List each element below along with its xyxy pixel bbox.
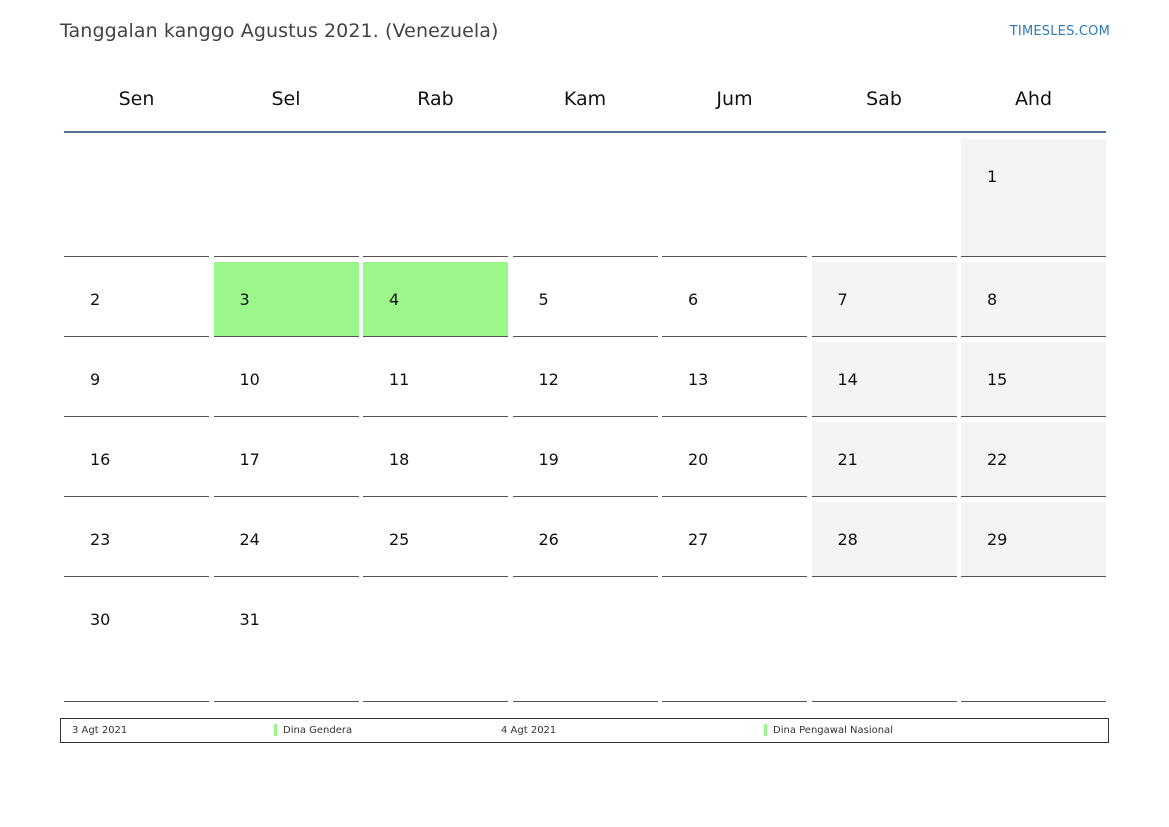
day-number: 22: [987, 450, 1008, 469]
day-cell[interactable]: 16: [64, 422, 209, 497]
day-cell[interactable]: 10: [213, 342, 359, 417]
empty-day-cell: [213, 139, 359, 257]
day-cell[interactable]: 15: [961, 342, 1106, 417]
empty-day-cell: [512, 139, 658, 257]
legend-name-1: Dina Gendera: [283, 725, 353, 736]
day-cell[interactable]: 6: [662, 262, 807, 337]
day-number: 6: [688, 290, 699, 309]
weekday-header: Rab: [417, 88, 454, 110]
day-cell[interactable]: 29: [961, 502, 1106, 577]
page-title: Tanggalan kanggo Agustus 2021. (Venezuel…: [60, 20, 499, 42]
day-number: 1: [987, 167, 998, 186]
empty-day-cell: [512, 582, 658, 702]
day-number: 18: [389, 450, 410, 469]
day-number: 4: [389, 290, 400, 309]
legend-date-1: 3 Agt 2021: [72, 725, 128, 736]
day-cell[interactable]: 21: [811, 422, 957, 497]
day-cell[interactable]: 27: [662, 502, 807, 577]
weekday-header: Sab: [866, 88, 902, 110]
legend-name-2: Dina Pengawal Nasional: [773, 725, 893, 736]
day-cell[interactable]: 12: [512, 342, 658, 417]
day-cell[interactable]: 2: [64, 262, 209, 337]
day-number: 15: [987, 370, 1008, 389]
day-cell[interactable]: 9: [64, 342, 209, 417]
day-cell[interactable]: 31: [213, 582, 359, 702]
day-cell[interactable]: 22: [961, 422, 1106, 497]
day-number: 7: [837, 290, 848, 309]
day-cell[interactable]: 13: [662, 342, 807, 417]
day-cell[interactable]: 28: [811, 502, 957, 577]
day-cell[interactable]: 4: [363, 262, 508, 337]
day-number: 25: [389, 530, 410, 549]
day-cell[interactable]: 8: [961, 262, 1106, 337]
day-number: 28: [837, 530, 858, 549]
empty-day-cell: [662, 582, 807, 702]
weekday-header: Jum: [716, 88, 753, 110]
brand-link[interactable]: TIMESLES.COM: [1009, 24, 1110, 39]
day-cell[interactable]: 20: [662, 422, 807, 497]
empty-day-cell: [662, 139, 807, 257]
day-number: 21: [837, 450, 858, 469]
empty-day-cell: [64, 139, 209, 257]
day-number: 23: [90, 530, 111, 549]
calendar-grid: Sen Sel Rab Kam Jum Sab Ahd 1 2 3 4 5 6 7 8 9 10 11 12 13 14…: [64, 66, 1106, 702]
day-number: 29: [987, 530, 1008, 549]
day-cell[interactable]: 30: [64, 582, 209, 702]
header-divider: [64, 131, 1106, 133]
day-number: 31: [239, 610, 260, 629]
day-number: 20: [688, 450, 709, 469]
empty-day-cell: [363, 139, 508, 257]
day-number: 14: [837, 370, 858, 389]
weekday-header: Sen: [118, 88, 155, 110]
day-number: 17: [239, 450, 260, 469]
day-cell[interactable]: 11: [363, 342, 508, 417]
day-cell[interactable]: 3: [213, 262, 359, 337]
day-cell[interactable]: 5: [512, 262, 658, 337]
day-number: 19: [538, 450, 559, 469]
day-number: 13: [688, 370, 709, 389]
day-number: 30: [90, 610, 111, 629]
day-number: 5: [538, 290, 549, 309]
weekday-header: Kam: [563, 88, 607, 110]
day-number: 2: [90, 290, 101, 309]
day-cell[interactable]: 19: [512, 422, 658, 497]
day-number: 10: [239, 370, 260, 389]
day-cell[interactable]: 24: [213, 502, 359, 577]
day-number: 26: [538, 530, 559, 549]
day-number: 8: [987, 290, 998, 309]
legend-color-marker-2: [764, 724, 767, 736]
day-cell[interactable]: 26: [512, 502, 658, 577]
day-cell[interactable]: 25: [363, 502, 508, 577]
weekday-header: Sel: [271, 88, 301, 110]
day-number: 11: [389, 370, 410, 389]
day-cell[interactable]: 7: [811, 262, 957, 337]
day-cell[interactable]: 18: [363, 422, 508, 497]
empty-day-cell: [961, 582, 1106, 702]
day-cell[interactable]: 14: [811, 342, 957, 417]
day-number: 3: [239, 290, 250, 309]
day-number: 16: [90, 450, 111, 469]
empty-day-cell: [811, 582, 957, 702]
day-number: 12: [538, 370, 559, 389]
day-cell[interactable]: 23: [64, 502, 209, 577]
day-cell[interactable]: 1: [961, 139, 1106, 257]
empty-day-cell: [811, 139, 957, 257]
holiday-legend: 3 Agt 2021 Dina Gendera 4 Agt 2021 Dina …: [60, 718, 1109, 743]
day-number: 24: [239, 530, 260, 549]
legend-date-2: 4 Agt 2021: [501, 725, 557, 736]
day-number: 27: [688, 530, 709, 549]
weekday-header: Ahd: [1014, 88, 1053, 110]
legend-color-marker-1: [274, 724, 277, 736]
day-number: 9: [90, 370, 101, 389]
empty-day-cell: [363, 582, 508, 702]
day-cell[interactable]: 17: [213, 422, 359, 497]
